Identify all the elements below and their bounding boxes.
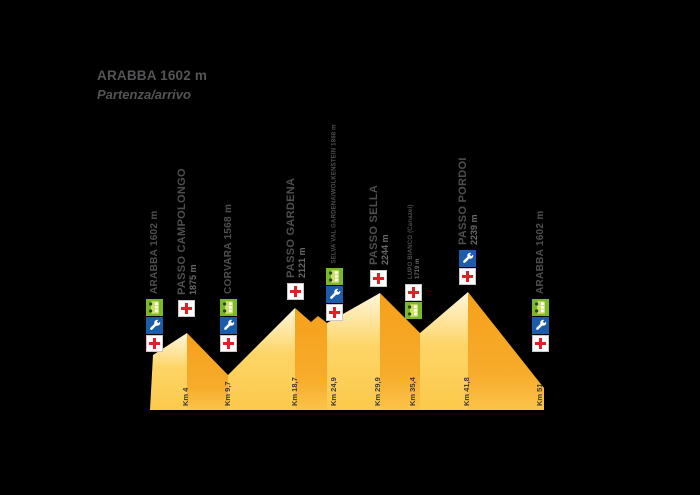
cross-icon xyxy=(459,268,476,285)
passo-campolongo-services xyxy=(178,300,195,317)
passo-campolongo-km-label: Km 4 xyxy=(181,387,190,406)
pordoi-light-face xyxy=(420,292,468,410)
sella-light-face xyxy=(327,293,380,410)
wrench-icon xyxy=(220,317,237,334)
corvara-services xyxy=(220,299,237,352)
passo-pordoi-elevation: 2239 m xyxy=(468,214,479,245)
lupo-bianco-elevation: 1719 m xyxy=(414,258,420,279)
passo-gardena-km-label: Km 18,7 xyxy=(290,377,299,406)
passo-sella-label: PASSO SELLA 2244 m xyxy=(367,184,390,265)
passo-campolongo-elevation: 1875 m xyxy=(187,264,198,295)
passo-pordoi-services xyxy=(459,250,476,285)
lupo-bianco-name: LUPO BIANCO (Canazei) xyxy=(407,204,414,279)
passo-campolongo-label: PASSO CAMPOLONGO 1875 m xyxy=(175,168,198,295)
lupo-bianco-label: LUPO BIANCO (Canazei) 1719 m xyxy=(408,204,421,279)
profile-polygons xyxy=(150,292,544,410)
start-finish-subtitle: Partenza/arrivo xyxy=(97,86,191,102)
arabba-finish-services xyxy=(532,299,549,352)
passo-pordoi-name: PASSO PORDOI xyxy=(456,157,469,245)
passo-pordoi-km-label: Km 41,8 xyxy=(462,377,471,406)
cross-icon xyxy=(532,335,549,352)
arabba-start-services xyxy=(146,299,163,352)
passo-campolongo-name: PASSO CAMPOLONGO xyxy=(175,168,188,295)
wrench-icon xyxy=(146,317,163,334)
corvara-km-label: Km 9,7 xyxy=(223,381,232,406)
selva-gardena-km-label: Km 24,9 xyxy=(329,377,338,406)
cross-icon xyxy=(405,284,422,301)
selva-gardena-name: SELVA VAL GARDENA/WOLKENSTEIN 1868 m xyxy=(331,123,338,263)
start-point-title: ARABBA 1602 m xyxy=(97,68,208,83)
selva-gardena-label: SELVA VAL GARDENA/WOLKENSTEIN 1868 m xyxy=(332,124,339,263)
cross-icon xyxy=(326,304,343,321)
arabba-finish-km-label: Km 51 xyxy=(535,383,544,406)
passo-gardena-label: PASSO GARDENA 2121 m xyxy=(284,177,307,278)
wrench-icon xyxy=(532,317,549,334)
chart-title: ARABBA 1602 m Partenza/arrivo xyxy=(97,68,207,103)
wrench-icon xyxy=(326,286,343,303)
bus-icon xyxy=(405,302,422,319)
passo-pordoi-label: PASSO PORDOI 2239 m xyxy=(456,157,479,245)
wrench-icon xyxy=(459,250,476,267)
corvara-label: CORVARA 1568 m xyxy=(223,203,234,294)
bus-icon xyxy=(220,299,237,316)
lupo-bianco-services xyxy=(405,284,422,319)
corvara-name: CORVARA 1568 m xyxy=(223,203,234,294)
cross-icon xyxy=(287,283,304,300)
campolongo-light-face xyxy=(150,333,187,410)
passo-sella-services xyxy=(370,270,387,287)
passo-gardena-elevation: 2121 m xyxy=(296,247,307,278)
selva-gardena-services xyxy=(326,268,343,321)
bus-icon xyxy=(532,299,549,316)
sella-dark-face xyxy=(380,293,420,410)
passo-sella-name: PASSO SELLA xyxy=(367,184,380,265)
passo-sella-elevation: 2244 m xyxy=(379,234,390,265)
pordoi-dark-face xyxy=(468,292,544,410)
cross-icon xyxy=(178,300,195,317)
cross-icon xyxy=(370,270,387,287)
passo-gardena-name: PASSO GARDENA xyxy=(284,177,297,278)
lupo-bianco-km-label: Km 35,4 xyxy=(408,377,417,406)
arabba-finish-label: ARABBA 1602 m xyxy=(535,210,546,294)
arabba-start-label: ARABBA 1602 m xyxy=(149,210,160,294)
arabba-start-name: ARABBA 1602 m xyxy=(149,210,160,294)
gardena-dark-face xyxy=(295,308,327,410)
gardena-light-face xyxy=(228,308,295,410)
cross-icon xyxy=(220,335,237,352)
bus-icon xyxy=(146,299,163,316)
campolongo-dark-face xyxy=(187,333,228,410)
arabba-finish-name: ARABBA 1602 m xyxy=(535,210,546,294)
cross-icon xyxy=(146,335,163,352)
bus-icon xyxy=(326,268,343,285)
passo-sella-km-label: Km 29,9 xyxy=(373,377,382,406)
passo-gardena-services xyxy=(287,283,304,300)
